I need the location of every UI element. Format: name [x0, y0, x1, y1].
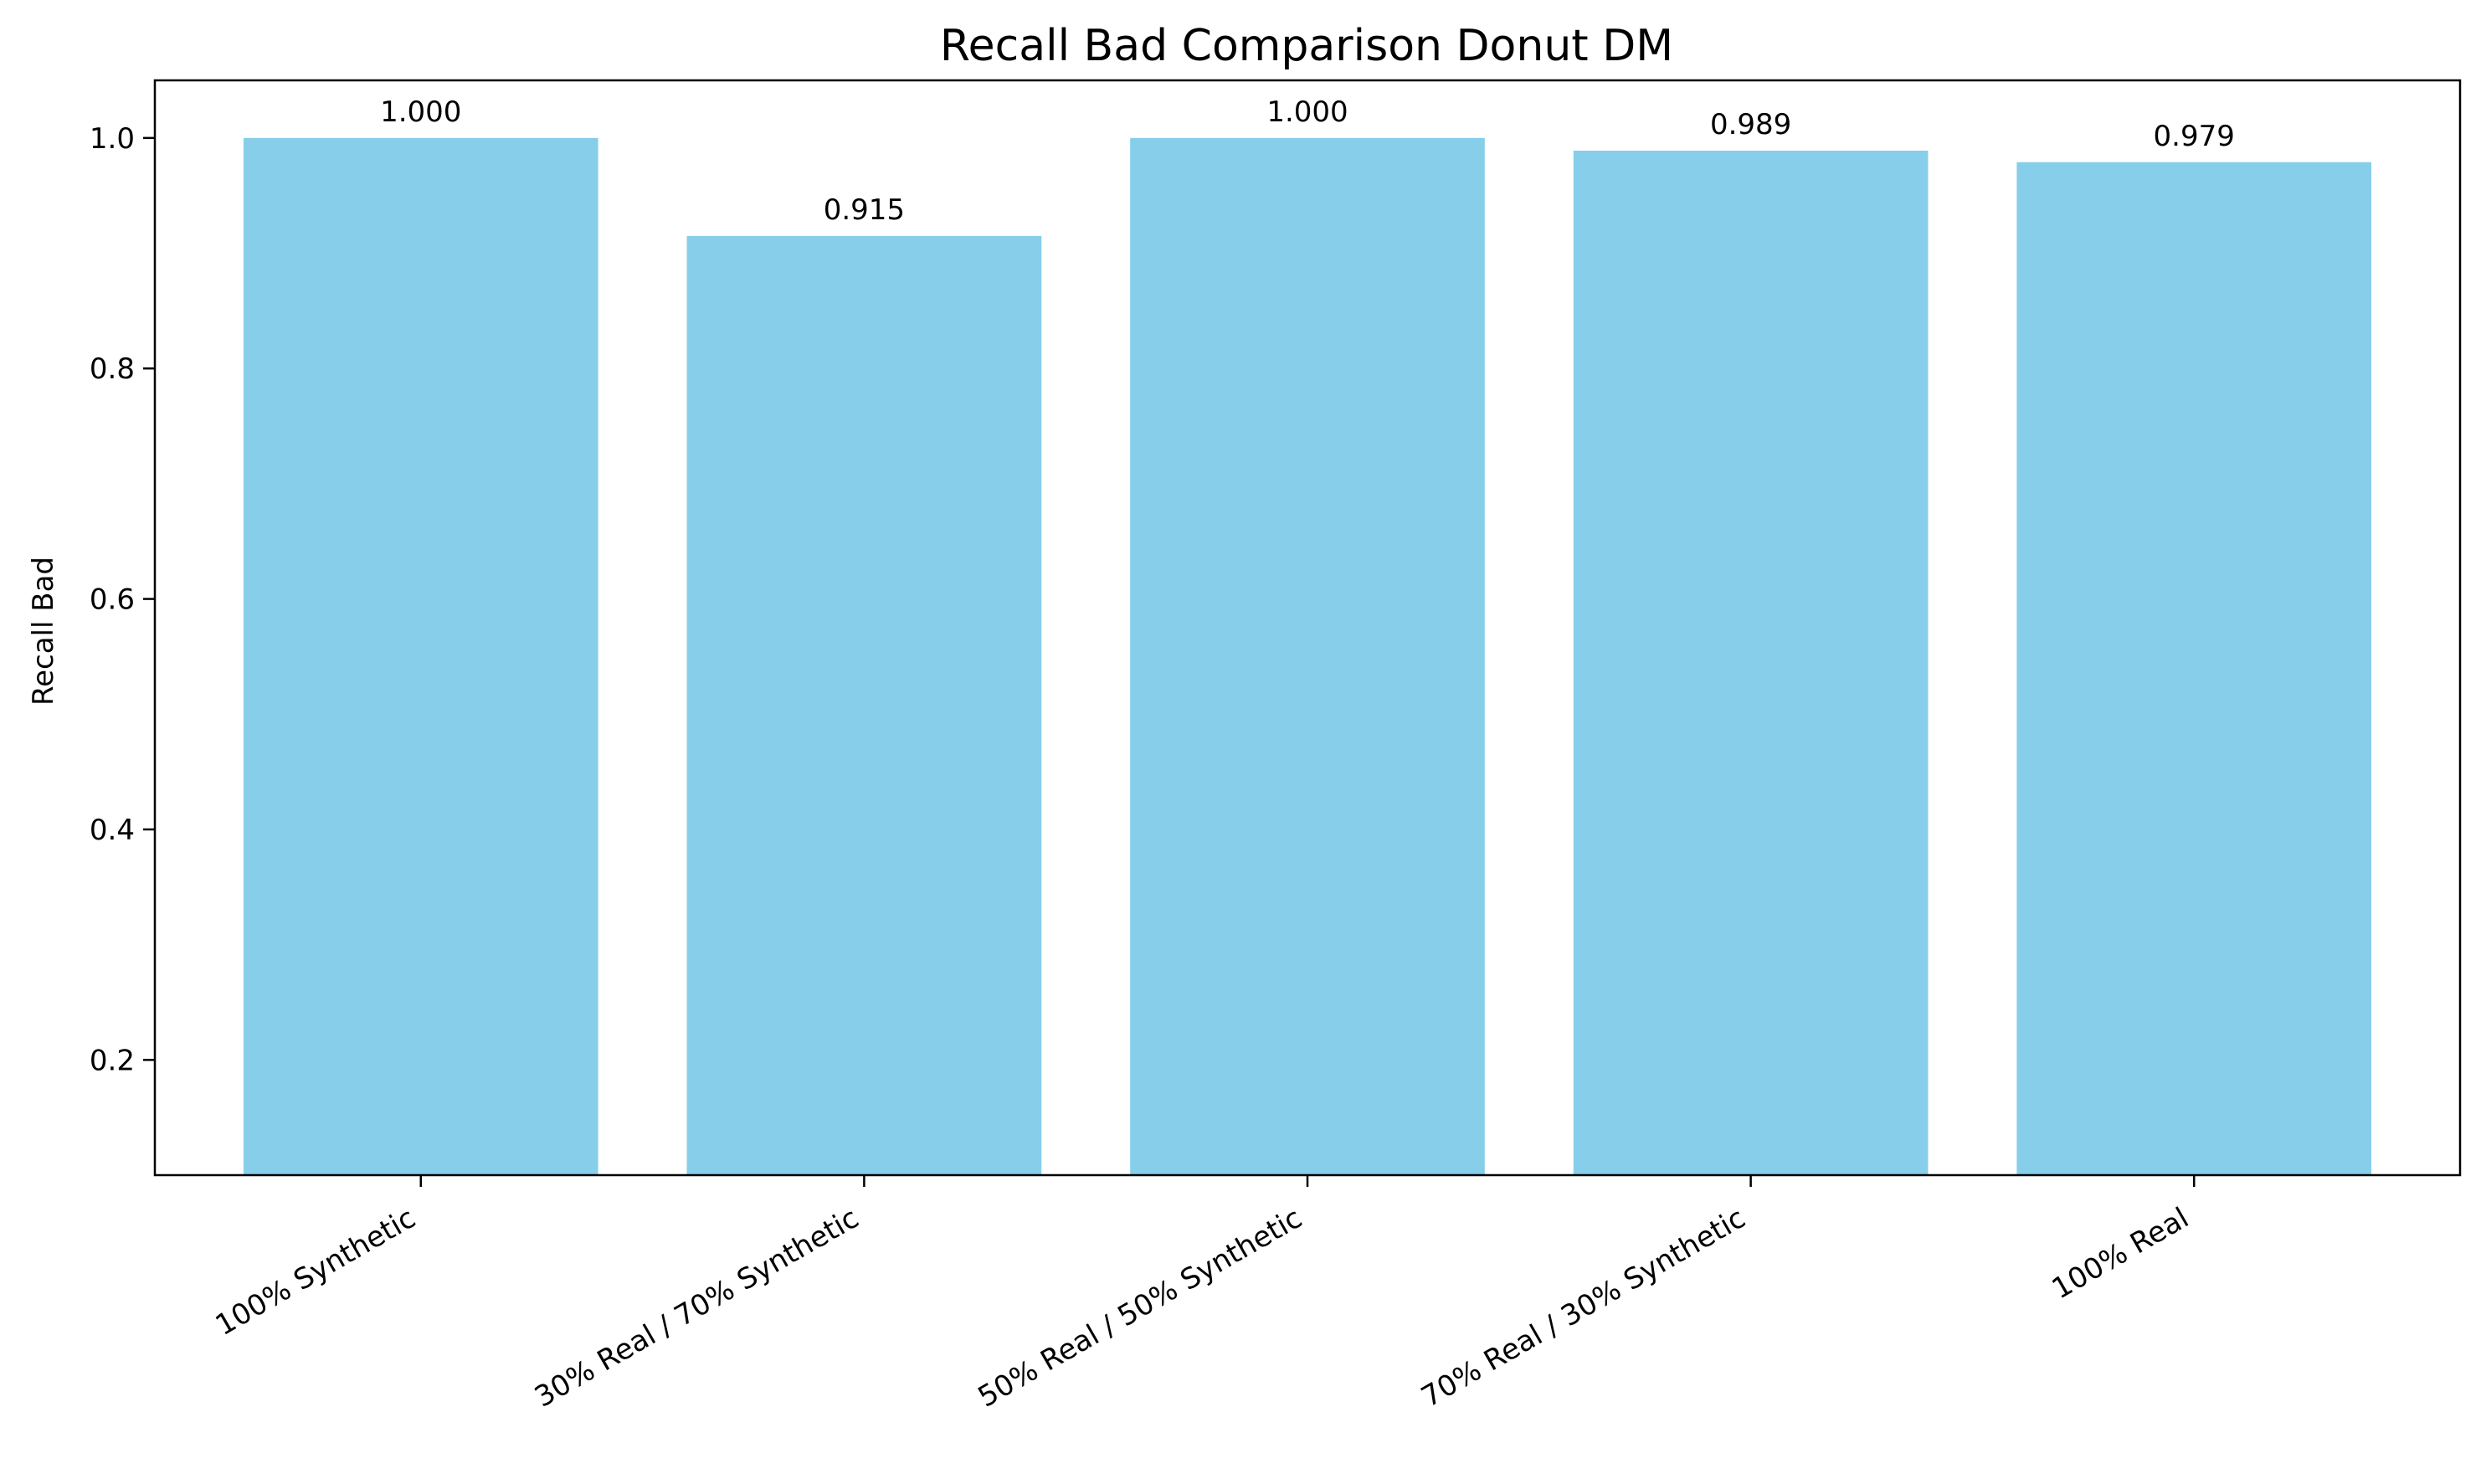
y-tick-label: 1.0	[90, 122, 135, 156]
plot-frame	[153, 79, 2462, 1177]
bar	[1130, 137, 1485, 1176]
bar	[2016, 162, 2372, 1176]
bar-value-label: 0.989	[1710, 108, 1791, 141]
y-axis-label: Recall Bad	[27, 557, 60, 706]
bar	[686, 235, 1042, 1176]
y-tick-label: 0.8	[90, 352, 135, 386]
bar-value-label: 0.979	[2154, 120, 2235, 153]
y-axis: 0.2 0.4 0.6 0.8 1.0	[90, 122, 155, 1077]
bars-layer	[243, 137, 2372, 1176]
bar-value-label: 0.915	[824, 193, 905, 227]
value-labels-layer: 1.000 0.915 1.000 0.989 0.979	[380, 95, 2235, 227]
bar-value-label: 1.000	[380, 95, 461, 129]
chart-title: Recall Bad Comparison Donut DM	[940, 21, 1673, 71]
bar	[243, 137, 598, 1176]
y-tick-label: 0.2	[90, 1044, 135, 1077]
bar	[1573, 150, 1929, 1176]
y-tick-label: 0.4	[90, 814, 135, 847]
y-tick-label: 0.6	[90, 583, 135, 617]
bar-value-label: 1.000	[1266, 95, 1348, 129]
